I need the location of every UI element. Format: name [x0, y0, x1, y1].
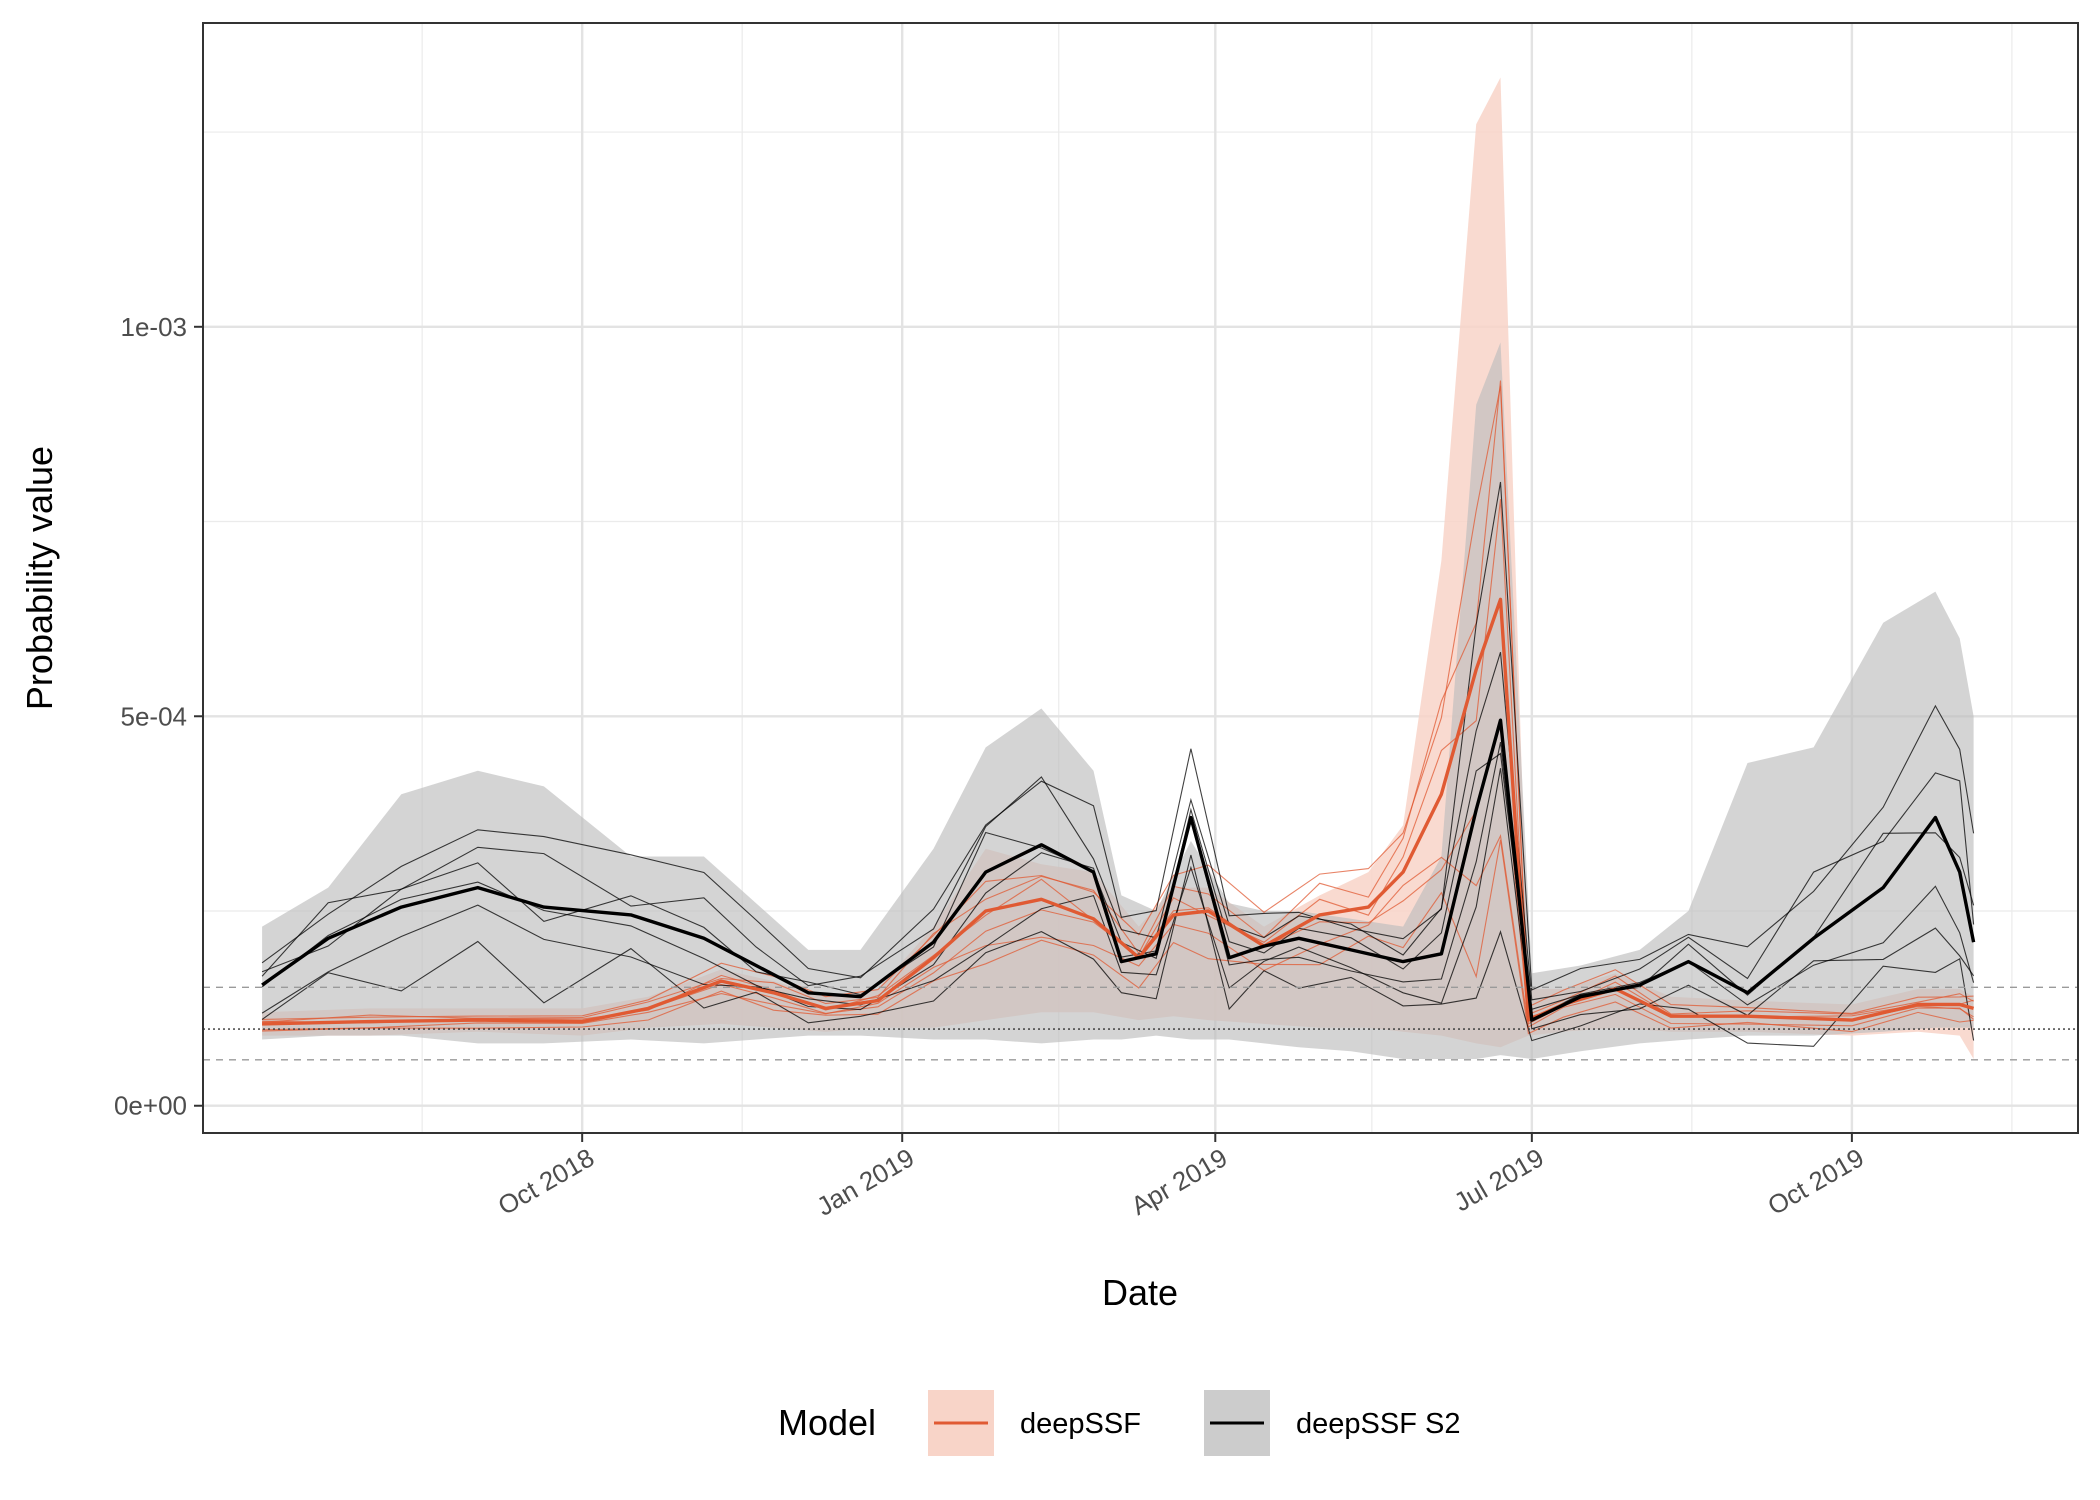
reference-lines [203, 986, 2078, 1061]
mean-line-deepssf [262, 597, 1975, 1026]
trajectory-line [261, 481, 1975, 991]
trajectory-line [261, 768, 1975, 1030]
legend-title: Model [778, 1402, 876, 1443]
legend-item-deepssf: deepSSF [928, 1390, 1141, 1456]
trajectory-line [261, 741, 1975, 1021]
legend-label-deepssf-s2: deepSSF S2 [1296, 1408, 1460, 1440]
mean-line-deepssf-s2 [261, 718, 1976, 1022]
legend-label-deepssf: deepSSF [1020, 1408, 1141, 1440]
panel-border [202, 22, 2079, 1134]
trajectory-line [261, 752, 1975, 1011]
y-tick-label: 5e-04 [121, 701, 188, 731]
x-axis-title: Date [1102, 1272, 1178, 1313]
y-axis-title: Probability value [19, 446, 60, 710]
band-deepssf-s2 [262, 342, 1974, 1059]
trajectory-line [262, 839, 1974, 1035]
mean-lines [261, 597, 1976, 1026]
trajectory-line [262, 385, 1974, 1020]
legend: Model deepSSF deepSSF S2 [778, 1390, 1460, 1456]
trajectory-line [261, 854, 1975, 1047]
y-tick-label: 0e+00 [114, 1091, 187, 1121]
uncertainty-bands [262, 77, 1974, 1059]
y-tick-label: 1e-03 [121, 312, 188, 342]
trajectory-line [262, 834, 1974, 1031]
legend-item-deepssf-s2: deepSSF S2 [1204, 1390, 1460, 1456]
